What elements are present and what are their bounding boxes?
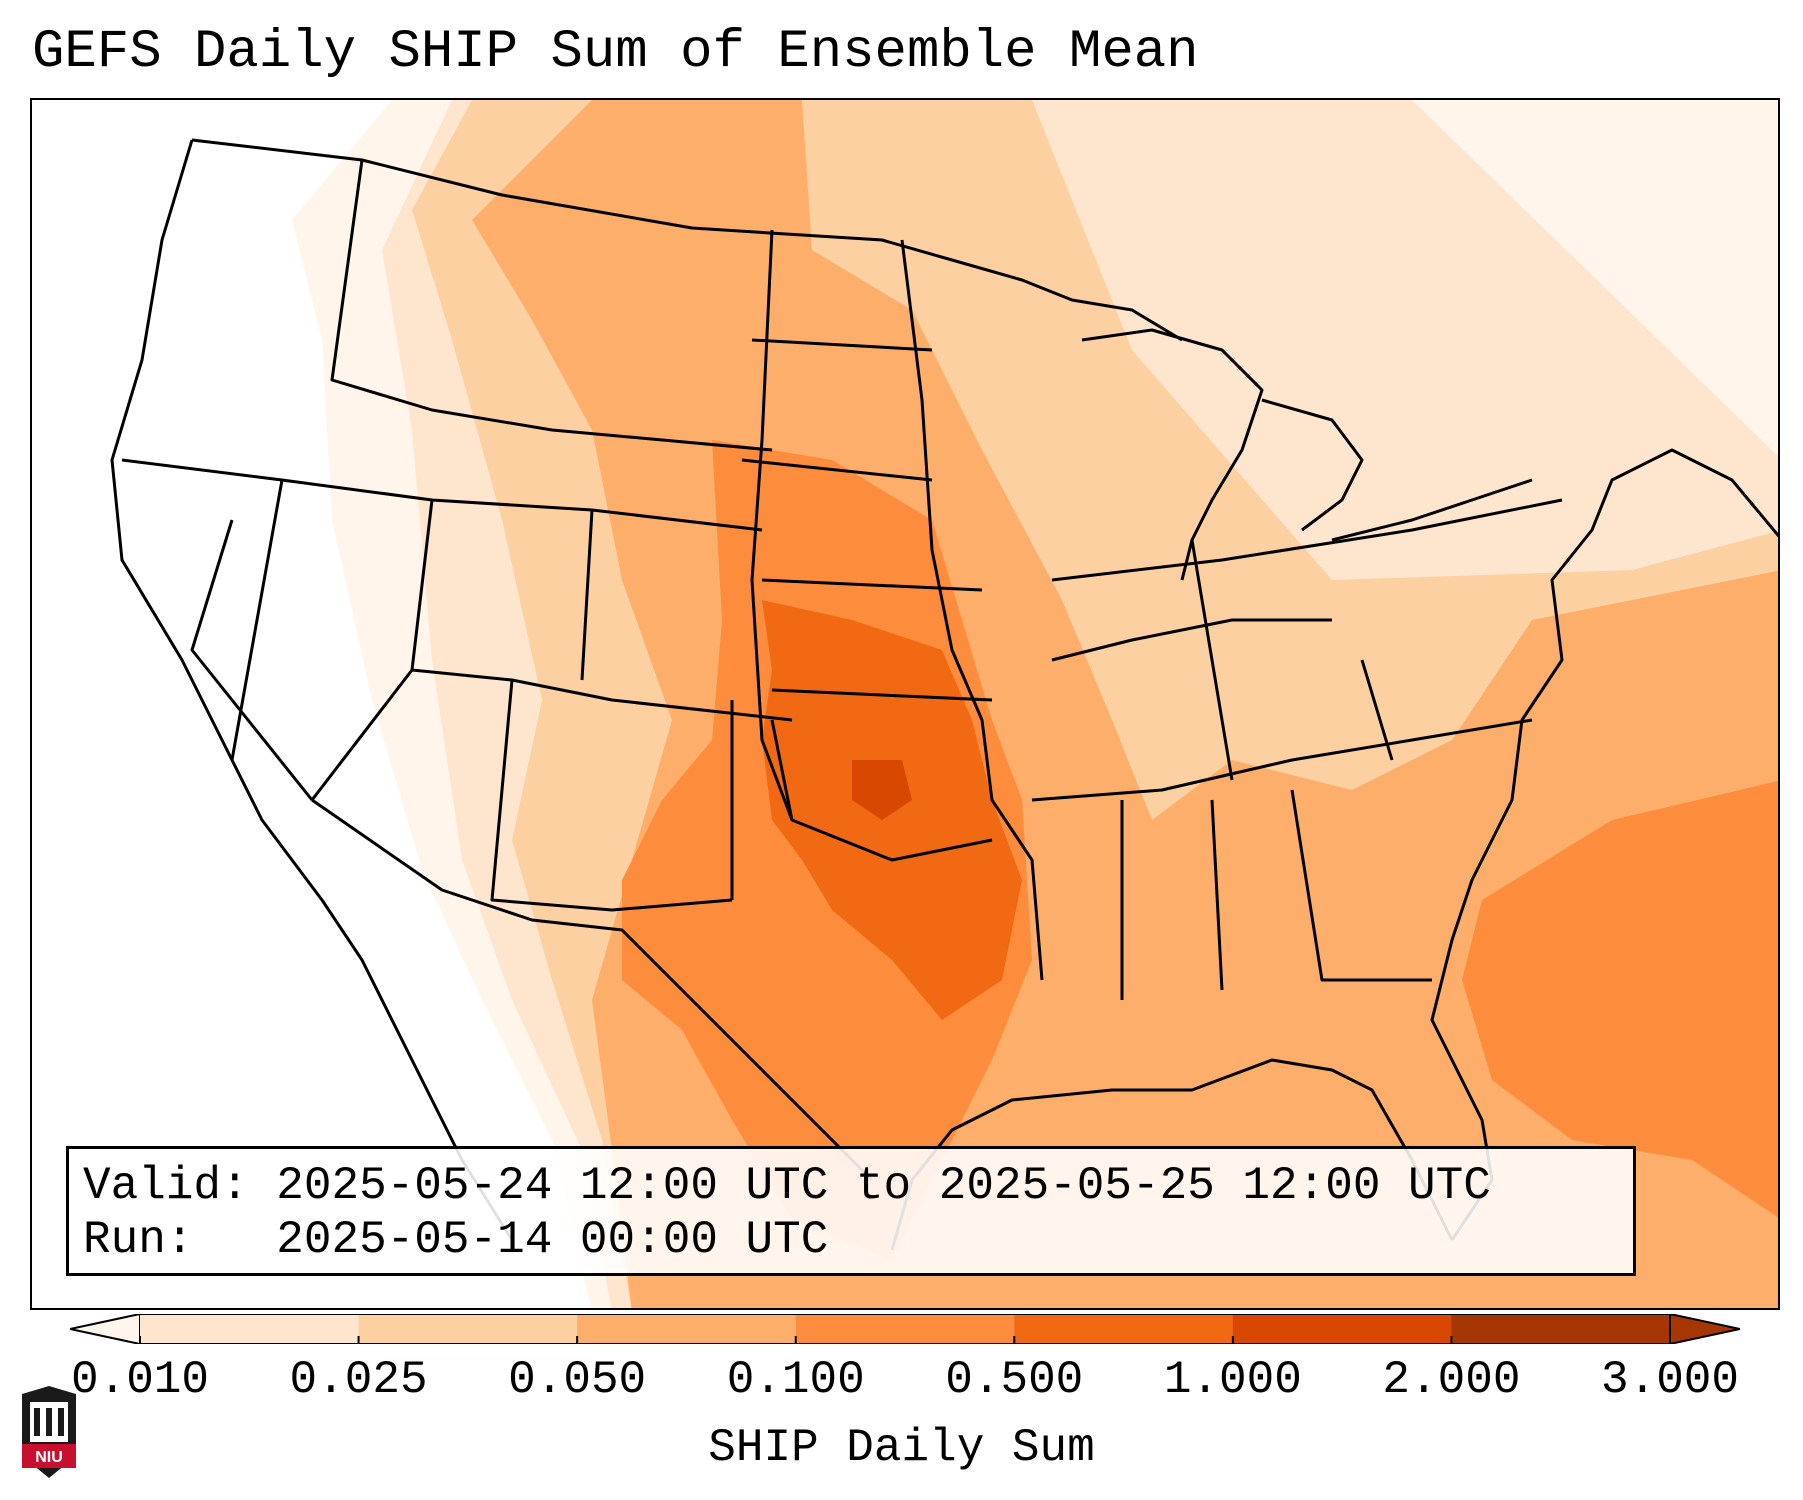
colorbar-tick-label: 1.000: [1163, 1354, 1302, 1406]
valid-time-box: Valid: 2025-05-24 12:00 UTC to 2025-05-2…: [66, 1146, 1636, 1276]
colorbar-tick-label: 3.000: [1600, 1354, 1740, 1406]
valid-row: Valid: 2025-05-24 12:00 UTC to 2025-05-2…: [83, 1159, 1619, 1213]
colorbar-segment: [1451, 1314, 1671, 1344]
colorbar-tick-label: 0.050: [508, 1354, 647, 1406]
run-label: Run:: [83, 1214, 194, 1266]
map-panel[interactable]: [30, 98, 1780, 1310]
valid-value: 2025-05-24 12:00 UTC to 2025-05-25 12:00…: [276, 1160, 1491, 1212]
colorbar-segment: [358, 1314, 578, 1344]
logo-band: [22, 1444, 76, 1468]
logo-text: NIU: [35, 1449, 63, 1466]
run-value: 2025-05-14 00:00 UTC: [276, 1214, 829, 1266]
colorbar-tick-label: 0.100: [726, 1354, 865, 1406]
colorbar-extend-low: [70, 1314, 141, 1344]
colorbar-extend-high: [1669, 1314, 1740, 1344]
mexico-border: [311, 798, 874, 1182]
colorbar-segment: [795, 1314, 1015, 1344]
colorbar-tick-label: 0.010: [70, 1354, 210, 1406]
map-title: GEFS Daily SHIP Sum of Ensemble Mean: [32, 22, 1199, 83]
niu-logo: NIU: [22, 1386, 76, 1478]
east-coast: [1430, 448, 1778, 1241]
colorbar-segment: [1014, 1314, 1234, 1344]
shade-level-7: [852, 760, 912, 820]
colorbar-segment: [140, 1314, 360, 1344]
colorbar-tick-labels: 0.010 0.025 0.050 0.100 0.500 1.000 2.000 3.000: [0, 1352, 1803, 1412]
us-canada-border: [191, 138, 1183, 342]
colorbar-segment: [1232, 1314, 1452, 1344]
colorbar: [70, 1314, 1740, 1344]
state-lines-central: [741, 229, 1044, 981]
state-lines-east: [1031, 498, 1563, 1000]
colorbar-tick-label: 0.025: [289, 1354, 428, 1406]
state-boundaries: [110, 138, 1778, 1251]
run-row: Run: 2025-05-14 00:00 UTC: [83, 1213, 1619, 1267]
shade-level-5-atlantic: [1462, 780, 1778, 1218]
colorbar-segment: [577, 1314, 797, 1344]
ship-shading: [292, 100, 1778, 1308]
west-coast: [110, 139, 514, 1241]
colorbar-tick-label: 0.500: [945, 1354, 1084, 1406]
map-canvas: [110, 100, 1778, 1308]
state-lines-west: [121, 159, 793, 912]
colorbar-label: SHIP Daily Sum: [708, 1422, 1095, 1474]
colorbar-tick-label: 2.000: [1382, 1354, 1521, 1406]
valid-label: Valid:: [83, 1160, 249, 1212]
great-lakes: [1081, 328, 1533, 581]
